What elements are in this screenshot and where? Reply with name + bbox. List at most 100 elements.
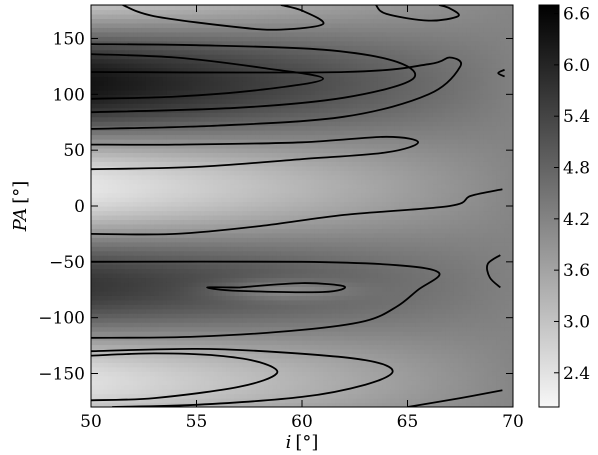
heatmap-cell [128, 308, 134, 314]
heatmap-cell [162, 402, 168, 407]
heatmap-cell [158, 116, 164, 122]
heatmap-cell [137, 5, 143, 11]
heatmap-cell [120, 130, 126, 136]
heatmap-cell [230, 335, 236, 341]
heatmap-cell [192, 246, 198, 252]
heatmap-cell [264, 273, 269, 279]
heatmap-cell [264, 366, 269, 372]
heatmap-cell [255, 371, 261, 377]
heatmap-cell [204, 331, 210, 337]
heatmap-cell [112, 223, 117, 229]
heatmap-cell [128, 192, 134, 198]
heatmap-cell [238, 170, 244, 176]
heatmap-cell [133, 308, 139, 314]
heatmap-cell [297, 264, 303, 270]
heatmap-cell [310, 179, 316, 185]
heatmap-cell [162, 63, 168, 69]
heatmap-cell [323, 241, 328, 247]
heatmap-cell [285, 384, 290, 390]
heatmap-cell [137, 152, 143, 158]
heatmap-cell [95, 384, 101, 390]
heatmap-cell [242, 206, 248, 212]
heatmap-cell [310, 31, 316, 37]
heatmap-cell [116, 174, 122, 180]
heatmap-cell [213, 27, 219, 33]
heatmap-cell [128, 246, 134, 252]
heatmap-cell [128, 273, 134, 279]
heatmap-cell [213, 322, 219, 328]
heatmap-cell [289, 223, 295, 229]
heatmap-cell [200, 210, 206, 216]
heatmap-cell [297, 9, 303, 15]
heatmap-cell [213, 232, 219, 238]
heatmap-cell [188, 223, 193, 229]
heatmap-cell [162, 393, 168, 399]
heatmap-cell [95, 18, 101, 24]
heatmap-cell [209, 63, 214, 69]
heatmap-cell [297, 268, 303, 274]
heatmap-cell [133, 313, 139, 319]
heatmap-cell [255, 174, 261, 180]
heatmap-cell [226, 27, 231, 33]
heatmap-cell [289, 89, 295, 95]
heatmap-cell [112, 13, 117, 19]
heatmap-cell [306, 22, 312, 28]
heatmap-cell [247, 179, 252, 185]
heatmap-cell [242, 76, 248, 82]
heatmap-cell [91, 264, 96, 270]
heatmap-cell [247, 313, 252, 319]
heatmap-cell [141, 348, 147, 354]
heatmap-cell [162, 223, 168, 229]
heatmap-cell [171, 286, 176, 292]
heatmap-cell [310, 156, 316, 162]
heatmap-cell [314, 125, 320, 131]
heatmap-cell [200, 375, 206, 381]
heatmap-cell [213, 18, 219, 24]
heatmap-cell [188, 237, 193, 243]
heatmap-cell [188, 295, 193, 301]
heatmap-cell [154, 76, 160, 82]
heatmap-cell [314, 228, 320, 234]
heatmap-cell [103, 18, 109, 24]
heatmap-cell [141, 219, 147, 225]
heatmap-cell [280, 290, 286, 296]
heatmap-cell [272, 13, 278, 19]
heatmap-cell [162, 264, 168, 270]
heatmap-cell [192, 72, 198, 78]
heatmap-cell [107, 322, 113, 328]
heatmap-cell [166, 9, 172, 15]
heatmap-cell [103, 89, 109, 95]
heatmap-cell [91, 121, 96, 127]
heatmap-cell [285, 130, 290, 136]
heatmap-cell [209, 143, 214, 149]
heatmap-cell [103, 49, 109, 55]
heatmap-cell [150, 206, 155, 212]
heatmap-cell [150, 246, 155, 252]
heatmap-cell [116, 331, 122, 337]
heatmap-cell [166, 232, 172, 238]
heatmap-cell [259, 214, 265, 220]
heatmap-cell [221, 299, 227, 305]
heatmap-cell [230, 134, 236, 140]
heatmap-cell [251, 31, 257, 37]
heatmap-cell [209, 380, 214, 386]
heatmap-cell [95, 130, 101, 136]
heatmap-cell [264, 116, 269, 122]
heatmap-cell [276, 393, 282, 399]
heatmap-cell [217, 80, 223, 86]
heatmap-cell [272, 58, 278, 64]
heatmap-cell [116, 322, 122, 328]
heatmap-cell [293, 85, 299, 91]
heatmap-cell [145, 313, 151, 319]
heatmap-cell [234, 31, 240, 37]
heatmap-cell [124, 201, 130, 207]
heatmap-cell [226, 393, 231, 399]
heatmap-cell [162, 277, 168, 283]
heatmap-cell [226, 344, 231, 350]
heatmap-cell [268, 40, 274, 46]
heatmap-cell [200, 31, 206, 37]
heatmap-cell [217, 384, 223, 390]
heatmap-cell [192, 174, 198, 180]
heatmap-cell [204, 89, 210, 95]
heatmap-cell [247, 22, 252, 28]
